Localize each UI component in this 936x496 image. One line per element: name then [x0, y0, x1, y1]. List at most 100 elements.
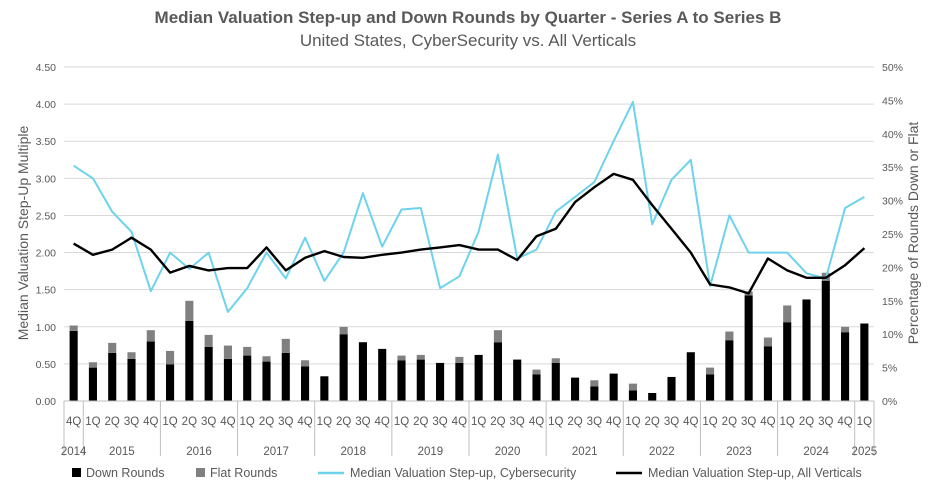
bar-flat-rounds	[223, 345, 232, 359]
x-quarter-label: 1Q	[394, 416, 409, 428]
x-quarter-label: 3Q	[818, 416, 833, 428]
y-left-tick-label: 2.00	[36, 248, 57, 260]
x-quarter-label: 2Q	[490, 416, 505, 428]
x-quarter-label: 2Q	[567, 416, 582, 428]
y-right-tick-label: 40%	[882, 129, 903, 141]
bar-down-rounds	[166, 364, 175, 401]
x-year-label: 2021	[572, 446, 598, 458]
x-quarter-label: 3Q	[587, 416, 602, 428]
line-cybersecurity	[73, 100, 865, 313]
bar-down-rounds	[725, 340, 734, 401]
x-year-label: 2018	[340, 446, 366, 458]
x-quarter-label: 4Q	[837, 416, 852, 428]
x-quarter-label: 4Q	[143, 416, 158, 428]
bar-down-rounds	[204, 346, 213, 401]
bar-down-rounds	[108, 352, 117, 401]
bar-flat-rounds	[185, 300, 194, 321]
x-quarter-label: 4Q	[760, 416, 775, 428]
legend-swatch	[72, 468, 81, 477]
bar-flat-rounds	[262, 356, 271, 362]
y-left-tick-label: 1.50	[36, 285, 57, 297]
legend-swatch	[196, 468, 205, 477]
bar-series	[69, 272, 869, 401]
bar-down-rounds	[378, 348, 387, 401]
bar-down-rounds	[146, 341, 155, 401]
x-quarter-label: 1Q	[857, 416, 872, 428]
bar-down-rounds	[841, 332, 850, 401]
x-year-label: 2015	[109, 446, 135, 458]
x-quarter-label: 2Q	[722, 416, 737, 428]
bar-flat-rounds	[127, 352, 136, 359]
x-quarter-label: 4Q	[220, 416, 235, 428]
bar-down-rounds	[802, 299, 811, 401]
chart-subtitle: United States, CyberSecurity vs. All Ver…	[299, 31, 637, 50]
legend-label: Median Valuation Step-up, All Verticals	[648, 466, 862, 480]
x-quarter-label: 3Q	[355, 416, 370, 428]
bar-down-rounds	[744, 295, 753, 401]
y-right-tick-label: 25%	[882, 229, 903, 241]
bar-down-rounds	[551, 362, 560, 401]
x-year-label: 2014	[61, 446, 87, 458]
bar-down-rounds	[223, 358, 232, 401]
bar-flat-rounds	[628, 383, 637, 391]
y-left-tick-label: 0.50	[36, 359, 57, 371]
x-quarter-label: 2Q	[413, 416, 428, 428]
bar-flat-rounds	[166, 350, 175, 365]
bar-down-rounds	[436, 362, 445, 401]
x-quarter-label: 2Q	[645, 416, 660, 428]
bar-down-rounds	[648, 392, 657, 401]
x-quarter-label: 1Q	[85, 416, 100, 428]
axes: 0.00 0.50 1.00 1.50 2.00 2.50 3.00 3.50 4.00 4.50…	[36, 62, 903, 458]
line-all-verticals	[72, 172, 866, 295]
bar-down-rounds	[590, 386, 599, 401]
y-left-tick-label: 4.50	[36, 62, 57, 74]
bar-flat-rounds	[841, 326, 850, 333]
bar-down-rounds	[783, 322, 792, 401]
x-quarter-label: 3Q	[124, 416, 139, 428]
bar-down-rounds	[301, 366, 310, 401]
x-quarter-label: 4Q	[683, 416, 698, 428]
bar-flat-rounds	[783, 305, 792, 323]
bar-down-rounds	[686, 352, 695, 401]
x-year-label: 2024	[803, 446, 829, 458]
x-quarter-label: 4Q	[606, 416, 621, 428]
bar-flat-rounds	[551, 358, 560, 363]
bar-down-rounds	[571, 377, 580, 401]
y-left-tick-label: 1.00	[36, 322, 57, 334]
y-axis-right-label: Percentage of Rounds Down or Flat	[905, 122, 921, 345]
bar-down-rounds	[397, 360, 406, 401]
x-quarter-label: 2Q	[182, 416, 197, 428]
x-quarter-label: 1Q	[625, 416, 640, 428]
bar-flat-rounds	[243, 346, 252, 356]
x-quarter-label: 4Q	[297, 416, 312, 428]
y-right-tick-label: 0%	[882, 396, 897, 408]
x-quarter-label: 2Q	[336, 416, 351, 428]
y-left-tick-label: 4.00	[36, 99, 57, 111]
bar-down-rounds	[860, 323, 869, 401]
bar-down-rounds	[281, 352, 290, 401]
bar-flat-rounds	[416, 354, 425, 360]
bar-down-rounds	[127, 358, 136, 401]
bar-flat-rounds	[301, 360, 310, 367]
bar-flat-rounds	[493, 330, 502, 343]
legend-label: Down Rounds	[86, 466, 165, 480]
bar-down-rounds	[243, 355, 252, 401]
bar-flat-rounds	[204, 334, 213, 347]
y-right-tick-label: 50%	[882, 62, 903, 74]
bar-flat-rounds	[281, 338, 290, 353]
y-left-tick-label: 2.50	[36, 210, 57, 222]
x-quarter-label: 3Q	[510, 416, 525, 428]
x-quarter-label: 1Q	[702, 416, 717, 428]
y-right-tick-label: 35%	[882, 162, 903, 174]
x-quarter-label: 3Q	[741, 416, 756, 428]
x-year-label: 2020	[495, 446, 521, 458]
bar-down-rounds	[513, 359, 522, 401]
x-quarter-label: 2Q	[105, 416, 120, 428]
x-quarter-label: 3Q	[432, 416, 447, 428]
legend-label: Flat Rounds	[210, 466, 277, 480]
chart-title: Median Valuation Step-up and Down Rounds…	[154, 8, 782, 27]
bar-flat-rounds	[108, 342, 117, 353]
x-year-label: 2025	[852, 446, 878, 458]
bar-down-rounds	[339, 334, 348, 401]
